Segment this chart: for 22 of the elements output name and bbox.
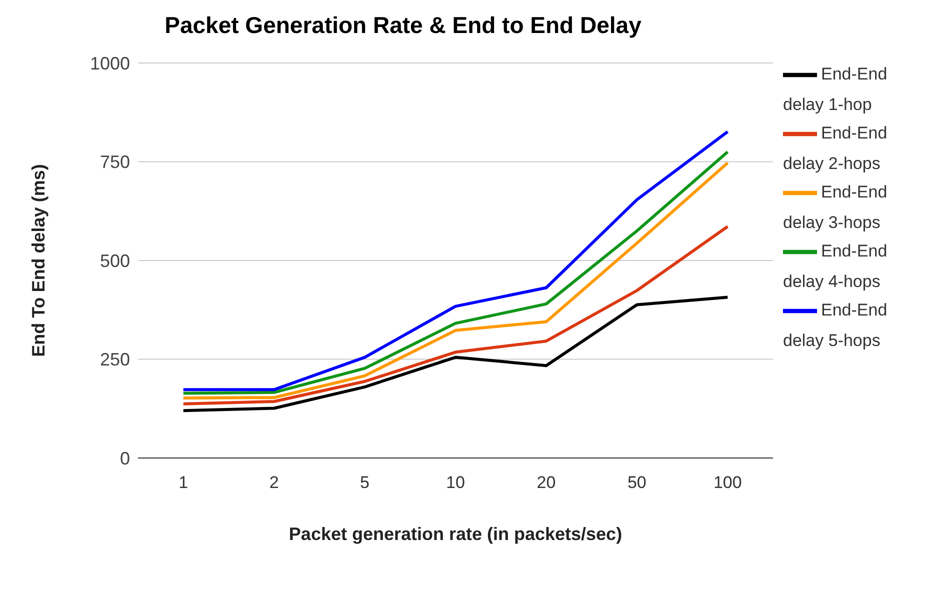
y-axis-title: End To End delay (ms)	[28, 164, 48, 357]
x-tick-label: 100	[713, 473, 742, 492]
y-tick-label: 250	[100, 350, 130, 370]
y-tick-label: 750	[100, 152, 130, 172]
legend-label: End-End delay 3-hops	[783, 182, 888, 232]
x-tick-label: 50	[627, 473, 646, 492]
legend-label: End-End delay 5-hops	[783, 300, 888, 350]
x-tick-label: 20	[536, 473, 556, 492]
x-tick-label: 2	[269, 473, 279, 492]
x-tick-label: 5	[360, 473, 370, 492]
x-tick-label: 10	[446, 473, 465, 492]
line-series	[182, 296, 730, 412]
line-series	[182, 225, 730, 406]
chart-title: Packet Generation Rate & End to End Delay	[164, 11, 642, 40]
y-tick-label: 1000	[90, 53, 130, 74]
legend-label: End-End delay 2-hops	[783, 123, 888, 173]
legend-label: End-End delay 4-hops	[783, 241, 888, 291]
x-axis-title: Packet generation rate (in packets/sec)	[288, 524, 622, 544]
x-tick-label: 1	[178, 473, 188, 492]
y-tick-label: 0	[120, 448, 130, 468]
legend-label: End-End delay 1-hop	[783, 64, 888, 114]
y-tick-label: 500	[100, 250, 130, 271]
